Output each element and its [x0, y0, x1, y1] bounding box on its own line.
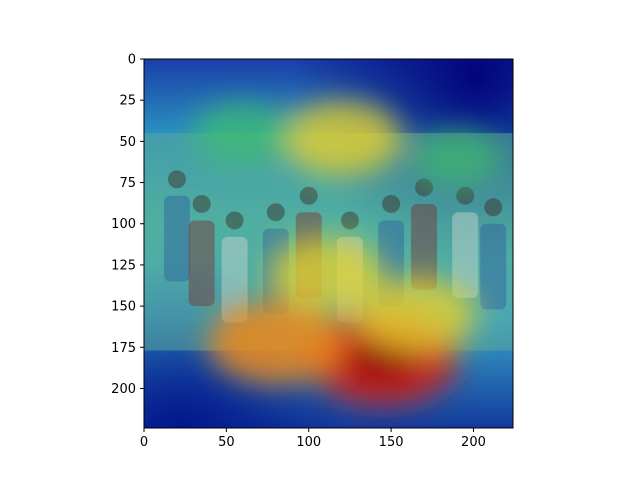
x-tick-label: 0	[140, 435, 148, 450]
photo-figure	[480, 198, 507, 310]
y-tick-label: 25	[119, 94, 136, 109]
heatmap-hotspot	[267, 237, 384, 309]
y-tick-label: 200	[111, 382, 136, 397]
y-tick-label: 50	[119, 135, 136, 150]
heatmap-hotspot	[281, 100, 403, 176]
heatmap-hotspot	[355, 277, 477, 352]
photo-figure	[163, 170, 190, 282]
y-tick-label: 75	[119, 176, 136, 191]
y-tick-label: 0	[128, 53, 136, 68]
heatmap-hotspot	[192, 101, 294, 165]
photo-figure	[411, 178, 438, 290]
photo-figure	[221, 211, 248, 323]
y-axis: 0 25 50 75 100 125 150 175 200	[111, 53, 144, 397]
photo-figure	[452, 186, 479, 298]
y-tick-label: 100	[111, 217, 136, 232]
y-tick-label: 150	[111, 300, 136, 315]
heatmap-hotspot	[207, 300, 344, 385]
x-tick-label: 100	[296, 435, 321, 450]
x-tick-label: 150	[379, 435, 404, 450]
plot-frame	[143, 58, 514, 429]
x-tick-label: 50	[218, 435, 235, 450]
x-axis: 0 50 100 150 200	[140, 428, 486, 450]
x-tick-label: 200	[461, 435, 486, 450]
y-tick-label: 175	[111, 341, 136, 356]
heatmap-hotspots	[192, 100, 503, 406]
photo-figure	[188, 194, 215, 307]
plot-area	[144, 59, 513, 428]
y-tick-label: 125	[111, 258, 136, 273]
heatmap-hotspot	[411, 129, 503, 186]
